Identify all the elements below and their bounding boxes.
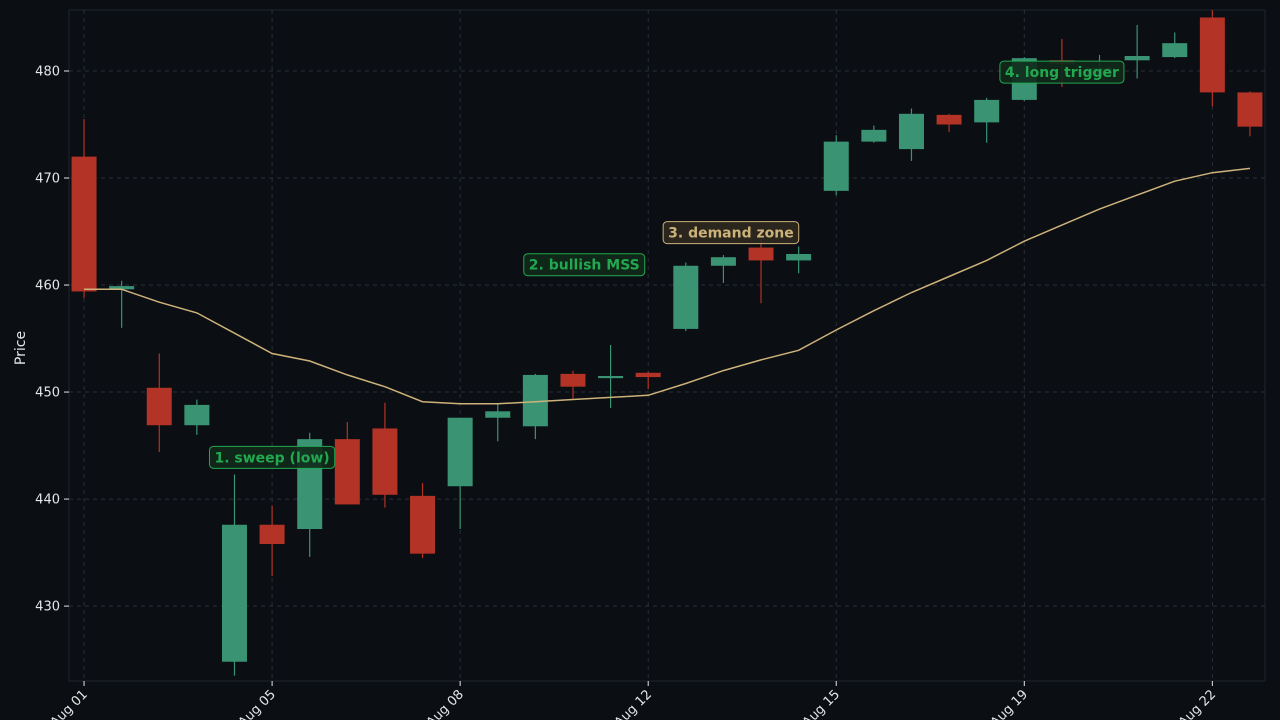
candle-bullish: [184, 399, 210, 435]
x-tick-label: Aug 05: [236, 687, 279, 720]
annotation-box: [999, 60, 1125, 84]
candle-bearish: [410, 483, 436, 558]
candle-bearish: [936, 113, 962, 132]
candle-body: [1124, 56, 1150, 61]
candle-body: [1199, 17, 1225, 93]
annotations-layer: 1. sweep (low) 2. bullish MSS 3. demand zo…: [208, 60, 1125, 469]
candle-bullish: [710, 255, 736, 283]
annotation-box: [208, 445, 336, 469]
candle-body: [635, 372, 661, 378]
candle-bearish: [635, 371, 661, 389]
candle-body: [259, 524, 285, 545]
candle-body: [1162, 43, 1188, 58]
candle-bearish: [146, 353, 172, 452]
annotation: 4. long trigger: [999, 60, 1125, 84]
candle-bullish: [673, 262, 699, 332]
annotation: 3. demand zone: [662, 221, 800, 245]
y-tick-label: 450: [35, 386, 60, 401]
candle-bullish: [1162, 32, 1188, 59]
annotation: 1. sweep (low): [208, 445, 336, 469]
x-tick-label: Aug 12: [612, 687, 655, 720]
candle-body: [485, 411, 511, 418]
candle-bearish: [71, 119, 97, 298]
candle-body: [71, 156, 97, 292]
candle-body: [146, 387, 172, 426]
candle-body: [936, 114, 962, 125]
annotation: 2. bullish MSS: [523, 253, 646, 277]
candle-bullish: [898, 108, 924, 161]
candle-body: [861, 129, 887, 142]
candle-bullish: [1124, 24, 1150, 79]
candle-body: [898, 113, 924, 150]
candle-bullish: [786, 246, 812, 274]
candle-body: [786, 254, 812, 261]
candle-body: [109, 286, 135, 290]
candle-body: [710, 257, 736, 266]
x-tick-label: Aug 01: [48, 687, 91, 720]
y-tick-label: 470: [35, 172, 60, 187]
candle-body: [974, 99, 1000, 123]
y-tick-label: 430: [35, 600, 60, 615]
candle-body: [598, 376, 624, 379]
y-tick-label: 480: [35, 65, 60, 80]
candle-bearish: [259, 505, 285, 577]
candle-bearish: [748, 240, 774, 304]
candle-body: [221, 524, 247, 662]
y-tick-label: 440: [35, 493, 60, 508]
candle-bearish: [1237, 91, 1263, 137]
candle-body: [1237, 92, 1263, 127]
x-tick-label: Aug 08: [424, 687, 467, 720]
annotation-label: 2. bullish MSS: [529, 258, 640, 274]
candle-body: [560, 373, 586, 387]
candle-bullish: [221, 474, 247, 676]
moving-average-layer: [84, 167, 1251, 405]
candle-body: [748, 247, 774, 261]
y-axis-label: Price: [13, 331, 29, 365]
candle-bullish: [974, 97, 1000, 143]
candle-bullish: [823, 135, 849, 196]
candle-body: [823, 141, 849, 191]
candle-bullish: [485, 403, 511, 442]
moving-average-line: [84, 167, 1251, 405]
x-tick-label: Aug 22: [1176, 687, 1219, 720]
candle-body: [410, 495, 436, 554]
candle-bearish: [560, 370, 586, 399]
plot-area: [68, 9, 1266, 682]
annotation-box: [662, 221, 800, 245]
candle-body: [372, 428, 398, 495]
candle-body: [184, 404, 210, 426]
y-tick-label: 460: [35, 279, 60, 294]
candle-body: [447, 417, 473, 487]
candle-body: [673, 265, 699, 329]
x-tick-label: Aug 19: [988, 687, 1031, 720]
annotation-box: [523, 253, 646, 277]
annotation-label: 3. demand zone: [668, 226, 794, 242]
candle-bearish: [334, 422, 360, 505]
annotation-label: 4. long trigger: [1005, 65, 1119, 81]
annotation-label: 1. sweep (low): [214, 450, 329, 466]
candle-bullish: [447, 417, 473, 530]
candle-bearish: [372, 402, 398, 508]
candle-body: [334, 439, 360, 505]
candle-bullish: [861, 125, 887, 143]
candle-bearish: [1199, 10, 1225, 107]
x-tick-label: Aug 15: [800, 687, 843, 720]
